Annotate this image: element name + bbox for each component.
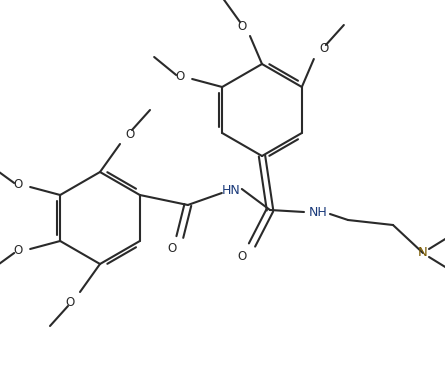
Text: O: O — [13, 245, 23, 257]
Text: O: O — [175, 70, 185, 84]
Text: O: O — [125, 127, 135, 140]
Text: O: O — [65, 296, 75, 308]
Text: O: O — [237, 250, 247, 264]
Text: NH: NH — [309, 205, 328, 219]
Text: HN: HN — [222, 185, 240, 197]
Text: O: O — [13, 178, 23, 192]
Text: O: O — [237, 19, 247, 33]
Text: N: N — [418, 247, 428, 260]
Text: O: O — [319, 43, 328, 55]
Text: O: O — [167, 243, 177, 255]
